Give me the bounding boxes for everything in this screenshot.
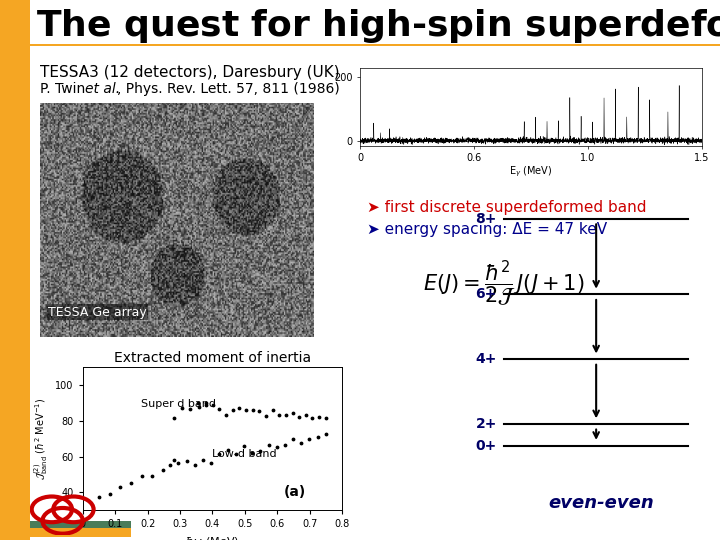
Text: The quest for high-spin superdeformation: $^{152}$Dy: The quest for high-spin superdeformation… — [36, 3, 720, 46]
Text: P. Twin: P. Twin — [40, 82, 89, 96]
Title: Extracted moment of inertia: Extracted moment of inertia — [114, 350, 311, 365]
X-axis label: E$_\gamma$ (MeV): E$_\gamma$ (MeV) — [509, 165, 553, 179]
Text: Low-d band: Low-d band — [212, 449, 277, 458]
Text: , Phys. Rev. Lett. 57, 811 (1986): , Phys. Rev. Lett. 57, 811 (1986) — [117, 82, 340, 96]
Text: 6+: 6+ — [475, 287, 497, 301]
Text: 2+: 2+ — [475, 417, 497, 431]
Text: TESSA3 (12 detectors), Daresbury (UK): TESSA3 (12 detectors), Daresbury (UK) — [40, 65, 339, 80]
Text: Super d band: Super d band — [141, 399, 216, 409]
Bar — [30, 528, 131, 537]
Bar — [30, 44, 720, 46]
Text: 8+: 8+ — [475, 212, 497, 226]
Text: TESSA Ge array: TESSA Ge array — [48, 306, 147, 319]
Bar — [0, 0, 30, 540]
Y-axis label: $\mathcal{J}^{(2)}_{\rm band}$ ($\hbar^2$ MeV$^{-1}$): $\mathcal{J}^{(2)}_{\rm band}$ ($\hbar^2… — [32, 397, 50, 480]
Bar — [30, 521, 131, 528]
Text: ➤ energy spacing: ΔE = 47 keV: ➤ energy spacing: ΔE = 47 keV — [367, 222, 608, 237]
X-axis label: $\hbar\omega$ (MeV): $\hbar\omega$ (MeV) — [185, 535, 240, 540]
Text: even-even: even-even — [549, 494, 654, 512]
Text: et al.: et al. — [85, 82, 120, 96]
Text: $E(J) = \dfrac{\hbar^2}{2\mathcal{J}}\,J(J+1)$: $E(J) = \dfrac{\hbar^2}{2\mathcal{J}}\,J… — [423, 258, 585, 309]
Text: 4+: 4+ — [475, 352, 497, 366]
Text: ➤ first discrete superdeformed band: ➤ first discrete superdeformed band — [367, 200, 647, 215]
Text: 0+: 0+ — [475, 438, 497, 453]
Text: (a): (a) — [284, 485, 306, 499]
